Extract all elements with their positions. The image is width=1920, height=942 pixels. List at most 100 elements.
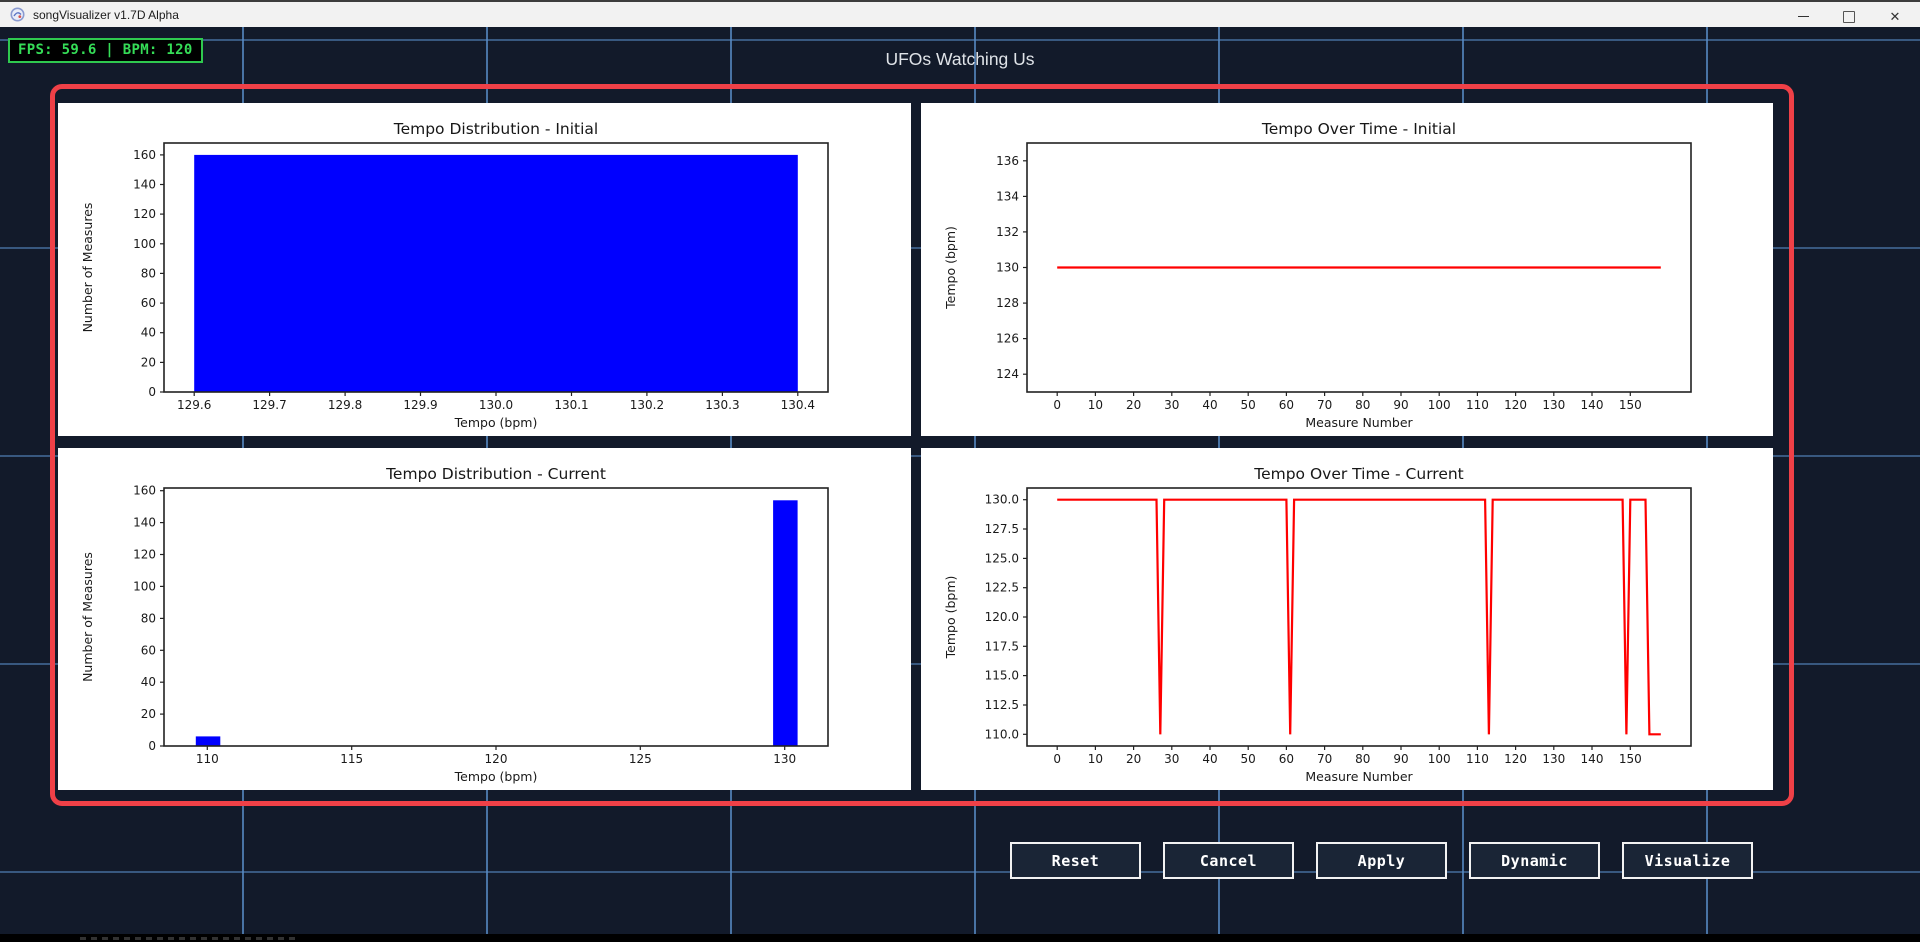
svg-text:125: 125 <box>629 752 652 766</box>
reset-button[interactable]: Reset <box>1010 842 1141 879</box>
main-stage: FPS: 59.6 | BPM: 120 UFOs Watching Us 12… <box>0 27 1920 934</box>
svg-text:129.6: 129.6 <box>177 398 211 412</box>
svg-text:130.1: 130.1 <box>554 398 588 412</box>
svg-text:100: 100 <box>1428 398 1451 412</box>
close-button[interactable]: ✕ <box>1872 4 1918 29</box>
svg-text:Tempo (bpm): Tempo (bpm) <box>454 415 538 430</box>
svg-text:60: 60 <box>141 296 156 310</box>
svg-text:124: 124 <box>996 367 1019 381</box>
chart-card-tempo-over-time-current: 0 10 20 30 40 50 60 70 80 90 100 110 120 130 140 150 110… <box>921 448 1773 790</box>
svg-text:20: 20 <box>1126 398 1141 412</box>
svg-text:10: 10 <box>1088 398 1103 412</box>
svg-text:130.0: 130.0 <box>479 398 513 412</box>
svg-text:0: 0 <box>148 739 156 753</box>
svg-text:30: 30 <box>1164 752 1179 766</box>
chart-card-tempo-distribution-current: 110 115 120 125 130 0 20 40 60 80 100 120 140 160 Temp… <box>58 448 911 790</box>
page-title: UFOs Watching Us <box>885 49 1035 69</box>
maximize-button[interactable] <box>1826 4 1872 29</box>
svg-text:115: 115 <box>340 752 363 766</box>
svg-text:126: 126 <box>996 332 1019 346</box>
svg-text:Tempo Distribution - Current: Tempo Distribution - Current <box>385 465 606 483</box>
svg-text:Number of Measures: Number of Measures <box>80 552 95 682</box>
svg-text:110: 110 <box>196 752 219 766</box>
apply-button[interactable]: Apply <box>1316 842 1447 879</box>
svg-text:60: 60 <box>1279 398 1294 412</box>
svg-text:20: 20 <box>141 707 156 721</box>
svg-text:120: 120 <box>133 548 156 562</box>
close-icon: ✕ <box>1889 9 1901 24</box>
svg-text:70: 70 <box>1317 752 1332 766</box>
svg-text:100: 100 <box>133 237 156 251</box>
fps-bpm-badge: FPS: 59.6 | BPM: 120 <box>8 38 203 63</box>
svg-text:Measure Number: Measure Number <box>1305 769 1413 784</box>
svg-text:Tempo Distribution - Initial: Tempo Distribution - Initial <box>393 120 598 138</box>
svg-text:110.0: 110.0 <box>985 727 1019 741</box>
svg-text:Tempo Over Time - Initial: Tempo Over Time - Initial <box>1261 120 1456 138</box>
svg-text:117.5: 117.5 <box>985 639 1019 653</box>
svg-text:20: 20 <box>141 355 156 369</box>
svg-text:Measure Number: Measure Number <box>1305 415 1413 430</box>
svg-text:129.9: 129.9 <box>403 398 437 412</box>
svg-text:0: 0 <box>1053 398 1061 412</box>
svg-text:90: 90 <box>1393 398 1408 412</box>
tempo-over-time-initial-chart: 0 10 20 30 40 50 60 70 80 90 100 110 120 130 140 150 124… <box>943 120 1692 430</box>
svg-text:120: 120 <box>1504 398 1527 412</box>
tempo-over-time-current-chart: 0 10 20 30 40 50 60 70 80 90 100 110 120 130 140 150 110… <box>943 465 1692 784</box>
chart-card-tempo-distribution-initial: 129.6 129.7 129.8 129.9 130.0 130.1 130.2 130.3… <box>58 103 911 436</box>
cancel-button[interactable]: Cancel <box>1163 842 1294 879</box>
app-icon <box>10 7 25 22</box>
svg-text:90: 90 <box>1393 752 1408 766</box>
svg-text:80: 80 <box>141 611 156 625</box>
chart-card-tempo-over-time-initial: 0 10 20 30 40 50 60 70 80 90 100 110 120 130 140 150 124… <box>921 103 1773 436</box>
svg-text:112.5: 112.5 <box>985 698 1019 712</box>
svg-text:100: 100 <box>133 579 156 593</box>
dynamic-button[interactable]: Dynamic <box>1469 842 1600 879</box>
minimize-button[interactable] <box>1780 4 1826 29</box>
svg-text:Tempo (bpm): Tempo (bpm) <box>454 769 538 784</box>
svg-text:110: 110 <box>1466 398 1489 412</box>
svg-text:20: 20 <box>1126 752 1141 766</box>
window-title: songVisualizer v1.7D Alpha <box>33 7 179 22</box>
svg-text:129.8: 129.8 <box>328 398 362 412</box>
svg-text:130: 130 <box>1542 398 1565 412</box>
svg-text:115.0: 115.0 <box>985 669 1019 683</box>
svg-text:0: 0 <box>1053 752 1061 766</box>
svg-text:130.3: 130.3 <box>705 398 739 412</box>
maximize-icon <box>1843 10 1855 23</box>
svg-text:132: 132 <box>996 225 1019 239</box>
svg-text:Tempo (bpm): Tempo (bpm) <box>943 226 958 310</box>
svg-text:125.0: 125.0 <box>985 551 1019 565</box>
titlebar: songVisualizer v1.7D Alpha ✕ <box>0 0 1920 27</box>
svg-text:150: 150 <box>1619 398 1642 412</box>
svg-text:70: 70 <box>1317 398 1332 412</box>
svg-text:80: 80 <box>141 266 156 280</box>
svg-text:130: 130 <box>996 261 1019 275</box>
minimize-icon <box>1797 16 1809 17</box>
svg-text:40: 40 <box>141 326 156 340</box>
svg-text:128: 128 <box>996 296 1019 310</box>
svg-text:129.7: 129.7 <box>252 398 286 412</box>
svg-text:120: 120 <box>1504 752 1527 766</box>
svg-text:140: 140 <box>133 516 156 530</box>
svg-text:160: 160 <box>133 484 156 498</box>
svg-text:0: 0 <box>148 385 156 399</box>
svg-text:122.5: 122.5 <box>985 581 1019 595</box>
svg-text:160: 160 <box>133 148 156 162</box>
svg-text:30: 30 <box>1164 398 1179 412</box>
svg-text:100: 100 <box>1428 752 1451 766</box>
svg-text:80: 80 <box>1355 752 1370 766</box>
svg-text:Number of Measures: Number of Measures <box>80 203 95 333</box>
tempo-distribution-current-chart: 110 115 120 125 130 0 20 40 60 80 100 120 140 160 Temp… <box>80 465 829 784</box>
window-controls: ✕ <box>1780 4 1918 29</box>
tempo-distribution-initial-chart: 129.6 129.7 129.8 129.9 130.0 130.1 130.2 130.3… <box>80 120 829 430</box>
svg-text:120.0: 120.0 <box>985 610 1019 624</box>
svg-text:120: 120 <box>133 207 156 221</box>
svg-text:60: 60 <box>141 643 156 657</box>
visualize-button[interactable]: Visualize <box>1622 842 1753 879</box>
svg-text:80: 80 <box>1355 398 1370 412</box>
taskbar-strip <box>0 934 1920 942</box>
svg-text:60: 60 <box>1279 752 1294 766</box>
svg-text:130.2: 130.2 <box>630 398 664 412</box>
svg-text:140: 140 <box>1581 752 1604 766</box>
